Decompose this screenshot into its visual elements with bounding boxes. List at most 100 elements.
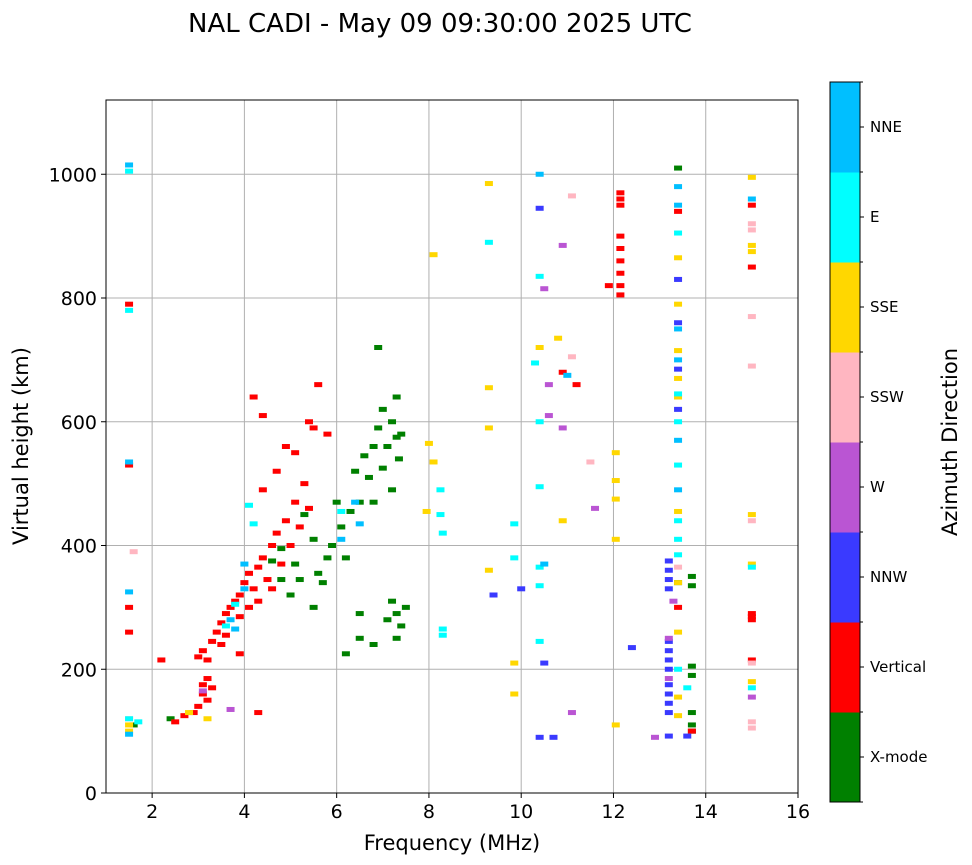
data-point-x-mode — [687, 672, 696, 678]
data-point-e — [510, 555, 519, 561]
data-point-vertical — [194, 654, 203, 660]
data-point-sse — [429, 459, 438, 465]
data-point-x-mode — [318, 580, 327, 586]
data-point-x-mode — [392, 394, 401, 400]
data-point-vertical — [747, 202, 756, 208]
data-point-vertical — [198, 648, 207, 654]
data-point-x-mode — [383, 617, 392, 623]
data-point-vertical — [616, 258, 625, 264]
data-point-vertical — [616, 190, 625, 196]
colorbar-segment — [830, 442, 860, 533]
data-point-vertical — [212, 629, 221, 635]
data-point-x-mode — [129, 722, 138, 728]
data-point-vertical — [300, 481, 309, 487]
data-point-sse — [674, 348, 683, 354]
x-tick-label: 8 — [423, 801, 435, 823]
data-point-nnw — [664, 691, 673, 697]
data-point-w — [747, 694, 756, 700]
data-point-sse — [484, 425, 493, 431]
data-point-nne — [226, 617, 235, 623]
data-point-x-mode — [374, 425, 383, 431]
data-point-nne — [747, 196, 756, 202]
data-point-vertical — [254, 564, 263, 570]
data-point-sse — [484, 567, 493, 573]
data-point-w — [650, 734, 659, 740]
chart-title: NAL CADI - May 09 09:30:00 2025 UTC — [188, 9, 692, 39]
data-point-sse — [747, 174, 756, 180]
data-point-e — [747, 564, 756, 570]
data-point-nne — [674, 437, 683, 443]
data-point-x-mode — [328, 543, 337, 548]
data-point-ssw — [747, 221, 756, 227]
data-point-sse — [611, 722, 620, 728]
data-point-sse — [185, 710, 194, 716]
colorbar-frame — [829, 81, 861, 803]
data-point-vertical — [258, 555, 267, 561]
data-point-vertical — [747, 264, 756, 270]
data-point-nnw — [674, 276, 683, 282]
plot-frame — [105, 99, 799, 794]
data-point-w — [558, 242, 567, 248]
data-point-sse — [510, 660, 519, 666]
data-point-x-mode — [383, 444, 392, 449]
data-point-vertical — [198, 691, 207, 697]
x-tick-label: 14 — [694, 801, 718, 823]
data-point-vertical — [558, 369, 567, 375]
data-point-nne — [125, 162, 134, 168]
data-point-e — [674, 666, 683, 672]
colorbar-label: X-mode — [870, 748, 927, 766]
y-axis-ticks: 0 200 400 600 800 1000 — [49, 164, 106, 805]
data-point-x-mode — [674, 165, 683, 171]
colorbar-label: SSW — [870, 388, 904, 406]
data-point-nne — [125, 589, 134, 595]
data-point-e — [134, 719, 143, 725]
x-tick-label: 10 — [509, 801, 533, 823]
colorbar-segment — [830, 172, 860, 263]
x-tick-label: 12 — [601, 801, 625, 823]
data-point-x-mode — [687, 583, 696, 589]
data-point-vertical — [309, 425, 318, 431]
data-point-nne — [337, 536, 346, 542]
data-point-vertical — [235, 592, 244, 598]
data-point-w — [198, 688, 207, 694]
data-point-vertical — [747, 614, 756, 620]
data-point-sse — [747, 249, 756, 255]
data-point-vertical — [604, 283, 613, 289]
data-point-e — [531, 360, 540, 366]
data-point-nne — [563, 372, 572, 378]
data-point-sse — [429, 252, 438, 258]
data-point-nnw — [664, 657, 673, 663]
data-point-sse — [674, 394, 683, 400]
data-point-e — [535, 638, 544, 644]
data-point-e — [535, 583, 544, 589]
data-point-vertical — [616, 246, 625, 251]
data-point-nnw — [683, 733, 692, 739]
data-point-vertical — [231, 598, 240, 604]
data-point-sse — [674, 580, 683, 586]
data-point-sse — [674, 508, 683, 514]
data-point-x-mode — [314, 570, 323, 576]
data-point-sse — [125, 722, 134, 728]
data-point-nne — [540, 561, 549, 567]
colorbar-segment — [830, 262, 860, 353]
data-point-ssw — [747, 725, 756, 731]
data-point-sse — [674, 255, 683, 261]
colorbar-segment — [830, 352, 860, 443]
x-tick-label: 6 — [331, 801, 343, 823]
data-point-vertical — [189, 710, 198, 716]
data-point-vertical — [245, 604, 254, 610]
data-point-nnw — [664, 666, 673, 672]
data-point-sse — [747, 242, 756, 248]
x-tick-label: 16 — [786, 801, 810, 823]
data-point-x-mode — [369, 642, 378, 647]
data-point-sse — [674, 629, 683, 635]
data-point-ssw — [674, 564, 683, 570]
data-point-nne — [674, 184, 683, 190]
data-point-nnw — [664, 586, 673, 592]
data-point-vertical — [616, 233, 625, 239]
data-point-e — [747, 685, 756, 691]
x-axis-ticks: 2 4 6 8 10 12 14 16 — [146, 793, 810, 823]
data-point-sse — [611, 450, 620, 456]
data-point-x-mode — [337, 524, 346, 530]
data-point-ssw — [747, 518, 756, 524]
